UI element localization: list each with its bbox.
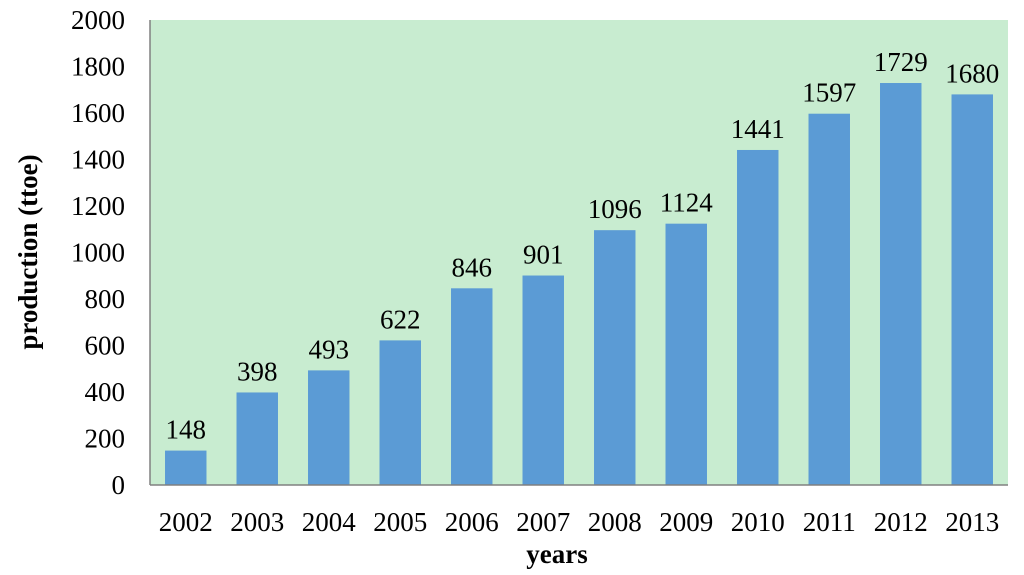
y-tick-label-1200: 1200: [71, 191, 125, 221]
bar-2011: [808, 113, 850, 485]
data-label-2012: 1729: [874, 47, 928, 77]
x-tick-label-2009: 2009: [659, 507, 713, 537]
x-tick-labels-group: 2002 2003 2004 2005 2006 2007 2008 2009 2010 2011…: [159, 507, 1000, 537]
bar-2008: [594, 230, 636, 485]
bar-2012: [880, 83, 922, 485]
y-axis-title: production (ttoe): [13, 154, 43, 349]
data-label-2004: 493: [309, 334, 350, 364]
x-tick-label-2006: 2006: [445, 507, 499, 537]
bar-2004: [308, 370, 350, 485]
data-labels-group: 148 398 493 622 846 901 1096 1124 1441 1597 1729 16…: [166, 47, 1000, 445]
y-tick-label-800: 800: [85, 284, 126, 314]
y-tick-label-2000: 2000: [71, 5, 125, 35]
bar-2009: [665, 223, 707, 486]
data-label-2010: 1441: [731, 114, 785, 144]
y-tick-label-1800: 1800: [71, 52, 125, 82]
data-label-2013: 1680: [945, 58, 999, 88]
x-tick-label-2008: 2008: [588, 507, 642, 537]
bar-2005: [379, 340, 421, 485]
x-tick-label-2004: 2004: [302, 507, 357, 537]
data-label-2005: 622: [380, 304, 421, 334]
x-tick-label-2002: 2002: [159, 507, 213, 537]
x-tick-label-2007: 2007: [516, 507, 570, 537]
bar-2002: [165, 450, 207, 485]
x-tick-label-2003: 2003: [230, 507, 284, 537]
bar-2007: [522, 275, 564, 485]
x-tick-label-2005: 2005: [373, 507, 427, 537]
y-tick-labels-group: 0 200 400 600 800 1000 1200 1400 1600 1800 2000: [71, 5, 125, 500]
x-tick-label-2013: 2013: [945, 507, 999, 537]
data-label-2007: 901: [523, 240, 564, 270]
y-tick-label-1000: 1000: [71, 238, 125, 268]
y-tick-label-600: 600: [85, 331, 126, 361]
x-tick-label-2012: 2012: [874, 507, 928, 537]
y-tick-label-1600: 1600: [71, 98, 125, 128]
y-tick-label-0: 0: [112, 470, 126, 500]
data-label-2009: 1124: [660, 188, 713, 218]
bars-group: [165, 83, 993, 486]
plot-area: [150, 20, 1008, 485]
data-label-2008: 1096: [588, 194, 642, 224]
bar-2003: [236, 392, 278, 485]
x-tick-label-2010: 2010: [731, 507, 785, 537]
x-tick-label-2011: 2011: [803, 507, 856, 537]
data-label-2002: 148: [166, 415, 207, 445]
data-label-2006: 846: [452, 252, 493, 282]
x-axis-title: years: [526, 539, 587, 569]
data-label-2003: 398: [237, 356, 278, 386]
bar-2010: [737, 149, 779, 485]
y-tick-label-400: 400: [85, 377, 126, 407]
bar-2013: [951, 94, 993, 486]
data-label-2011: 1597: [802, 78, 856, 108]
bar-2006: [451, 288, 493, 485]
y-tick-label-200: 200: [85, 424, 126, 454]
y-tick-label-1400: 1400: [71, 145, 125, 175]
